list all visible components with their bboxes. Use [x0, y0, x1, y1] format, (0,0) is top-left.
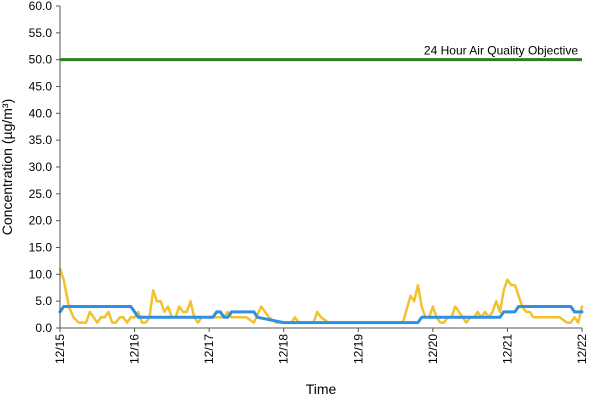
y-tick-label: 60.0 [29, 0, 53, 13]
y-tick-label: 5.0 [35, 294, 52, 308]
x-tick-label: 12/17 [202, 334, 216, 364]
y-axis-title: Concentration (µg/m³) [0, 99, 15, 235]
y-tick-label: 30.0 [29, 160, 53, 174]
x-tick-label: 12/19 [351, 334, 365, 364]
y-tick-label: 55.0 [29, 26, 53, 40]
series-layer [58, 267, 584, 325]
x-tick-label: 12/15 [53, 334, 67, 364]
series-line-1 [58, 267, 584, 324]
x-tick-label: 12/22 [575, 334, 589, 364]
y-tick-label: 0.0 [35, 321, 52, 335]
y-tick-label: 15.0 [29, 241, 53, 255]
objective-label: 24 Hour Air Quality Objective [424, 44, 578, 58]
x-tick-label: 12/21 [500, 334, 514, 364]
y-axis-ticks: 0.0 5.0 10.0 15.0 20.0 25.0 30.0 35.0 40.0 45.0 50… [29, 0, 60, 335]
y-tick-label: 25.0 [29, 187, 53, 201]
x-axis-ticks: 12/15 12/16 12/17 12/18 12/19 12/20 12/21 12/22 [53, 328, 589, 364]
y-tick-label: 50.0 [29, 53, 53, 67]
y-tick-label: 45.0 [29, 80, 53, 94]
x-tick-label: 12/16 [128, 334, 142, 364]
y-tick-label: 40.0 [29, 106, 53, 120]
x-tick-label: 12/18 [277, 334, 291, 364]
x-tick-label: 12/20 [426, 334, 440, 364]
series-line-2 [58, 305, 584, 325]
y-tick-label: 10.0 [29, 267, 53, 281]
x-axis-title: Time [306, 381, 337, 397]
y-tick-label: 35.0 [29, 133, 53, 147]
y-tick-label: 20.0 [29, 214, 53, 228]
